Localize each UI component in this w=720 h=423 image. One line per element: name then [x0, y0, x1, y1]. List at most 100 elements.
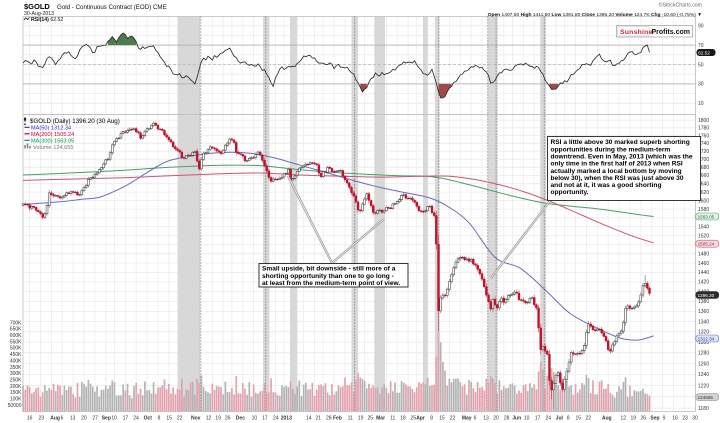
svg-text:27: 27	[92, 415, 98, 421]
svg-text:1280: 1280	[698, 351, 709, 357]
svg-text:62.52: 62.52	[698, 50, 710, 55]
svg-text:550K: 550K	[10, 339, 22, 345]
svg-text:actually marked a local bottom: actually marked a local bottom by moving	[551, 168, 682, 175]
svg-text:Feb: Feb	[333, 415, 342, 421]
svg-text:500K: 500K	[10, 346, 22, 352]
svg-text:8: 8	[430, 415, 433, 421]
svg-text:28: 28	[326, 415, 332, 421]
svg-text:14: 14	[306, 415, 312, 421]
svg-text:11: 11	[390, 415, 395, 421]
svg-text:250K: 250K	[10, 378, 22, 384]
svg-text:70: 70	[698, 43, 704, 49]
svg-text:1180: 1180	[698, 406, 709, 412]
svg-text:12: 12	[621, 415, 627, 421]
svg-text:Profits.com: Profits.com	[652, 29, 691, 36]
svg-text:11: 11	[348, 415, 353, 421]
svg-text:19: 19	[215, 415, 221, 421]
svg-text:25: 25	[411, 415, 417, 421]
svg-text:1360: 1360	[698, 309, 709, 315]
svg-text:30-Aug-2013: 30-Aug-2013	[24, 11, 54, 17]
svg-text:20: 20	[493, 415, 499, 421]
svg-text:$GOLD: $GOLD	[24, 2, 50, 11]
svg-text:1700: 1700	[698, 157, 709, 163]
svg-text:1780: 1780	[698, 126, 709, 132]
svg-text:below 30), when the RSI was ju: below 30), when the RSI was just above 3…	[551, 175, 684, 182]
svg-text:downtrend. Even in May, 2013 (: downtrend. Even in May, 2013 (which was …	[551, 154, 693, 161]
svg-text:50: 50	[698, 62, 704, 68]
svg-text:15: 15	[576, 415, 582, 421]
svg-text:10: 10	[111, 415, 117, 421]
svg-text:650K: 650K	[10, 327, 22, 333]
svg-text:20: 20	[81, 415, 87, 421]
svg-text:19: 19	[358, 415, 364, 421]
svg-text:30: 30	[692, 415, 698, 421]
svg-text:Apr: Apr	[416, 415, 425, 421]
svg-text:$GOLD (Daily) 1396.20 (30 Aug): $GOLD (Daily) 1396.20 (30 Aug)	[30, 118, 120, 125]
svg-text:23: 23	[39, 415, 45, 421]
svg-text:17: 17	[262, 415, 268, 421]
svg-text:1720: 1720	[698, 149, 709, 155]
svg-text:©StockCharts.com: ©StockCharts.com	[659, 2, 702, 9]
svg-text:1540: 1540	[698, 224, 709, 230]
svg-text:18: 18	[400, 415, 406, 421]
svg-text:Small upside, bit downside - s: Small upside, bit downside - still more …	[262, 266, 396, 273]
svg-text:1520: 1520	[698, 233, 709, 239]
svg-text:Sunshine: Sunshine	[620, 29, 653, 36]
svg-text:100K: 100K	[10, 397, 22, 403]
svg-text:Mar: Mar	[376, 415, 385, 421]
svg-text:1260: 1260	[698, 361, 709, 367]
svg-text:90: 90	[698, 24, 704, 30]
svg-text:1740: 1740	[698, 141, 709, 147]
svg-text:1240: 1240	[698, 372, 709, 378]
svg-text:opportunities during the mediu: opportunities during the medium-term	[551, 146, 671, 153]
svg-text:200K: 200K	[10, 384, 22, 390]
svg-text:150K: 150K	[10, 390, 22, 396]
svg-text:opportunity.: opportunity.	[551, 189, 589, 196]
svg-text:MA(50) 1312.34: MA(50) 1312.34	[31, 126, 71, 132]
svg-text:1396.20: 1396.20	[698, 293, 715, 298]
svg-text:700K: 700K	[10, 320, 22, 326]
svg-text:1600: 1600	[698, 198, 709, 204]
svg-text:10: 10	[524, 415, 530, 421]
svg-text:1380: 1380	[698, 299, 709, 305]
svg-text:Jun: Jun	[512, 415, 521, 421]
svg-text:1580: 1580	[698, 207, 709, 213]
svg-text:8: 8	[567, 415, 570, 421]
svg-text:MA(300) 1563.05: MA(300) 1563.05	[31, 139, 74, 145]
svg-text:24: 24	[546, 415, 552, 421]
svg-text:22: 22	[586, 415, 592, 421]
svg-text:26: 26	[641, 415, 647, 421]
svg-text:350K: 350K	[10, 365, 22, 371]
svg-text:21: 21	[316, 415, 322, 421]
svg-text:12: 12	[206, 415, 212, 421]
svg-text:450K: 450K	[10, 352, 22, 358]
svg-text:Sep: Sep	[102, 415, 111, 421]
svg-text:1620: 1620	[698, 190, 709, 196]
svg-text:1800: 1800	[698, 118, 709, 124]
svg-text:1640: 1640	[698, 182, 709, 188]
svg-text:Nov: Nov	[191, 415, 201, 421]
svg-text:6: 6	[61, 415, 64, 421]
svg-text:9: 9	[663, 415, 666, 421]
svg-text:24: 24	[133, 415, 139, 421]
svg-text:13: 13	[70, 415, 76, 421]
svg-text:1312.34: 1312.34	[698, 336, 715, 341]
svg-text:23: 23	[682, 415, 688, 421]
svg-text:only time in the first half of: only time in the first half of 2013 when…	[551, 161, 683, 168]
svg-text:Aug: Aug	[50, 415, 60, 421]
svg-text:6: 6	[474, 415, 477, 421]
svg-text:shorting opportunity than one: shorting opportunity than one to go long…	[262, 273, 394, 280]
svg-text:1220: 1220	[698, 383, 709, 389]
svg-text:1320: 1320	[698, 330, 709, 336]
svg-text:50000: 50000	[8, 403, 22, 409]
svg-text:13: 13	[483, 415, 489, 421]
svg-text:2013: 2013	[281, 415, 292, 421]
svg-text:1480: 1480	[698, 252, 709, 258]
svg-text:and not at it, it was a good s: and not at it, it was a good shorting	[551, 182, 662, 189]
svg-text:16: 16	[27, 415, 33, 421]
svg-text:600K: 600K	[10, 333, 22, 339]
svg-text:RSI a little above 30 marked s: RSI a little above 30 marked superb shor…	[551, 139, 690, 146]
svg-text:15: 15	[439, 415, 445, 421]
svg-text:1563.05: 1563.05	[698, 214, 715, 219]
svg-text:Open 1407.50 High 1411.50 Low: Open 1407.50 High 1411.50 Low 1391.80 Cl…	[488, 12, 702, 18]
